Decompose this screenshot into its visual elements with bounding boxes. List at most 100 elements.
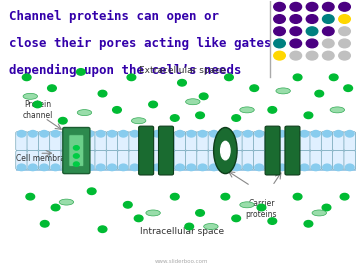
- FancyBboxPatch shape: [129, 132, 141, 150]
- Circle shape: [339, 51, 350, 60]
- FancyBboxPatch shape: [106, 150, 118, 170]
- Circle shape: [323, 39, 334, 48]
- Circle shape: [187, 130, 195, 137]
- Circle shape: [312, 130, 320, 137]
- Circle shape: [221, 193, 230, 200]
- Circle shape: [290, 27, 301, 36]
- Circle shape: [244, 164, 252, 171]
- FancyBboxPatch shape: [84, 150, 95, 170]
- Circle shape: [63, 164, 71, 171]
- Circle shape: [323, 164, 332, 171]
- Circle shape: [323, 27, 334, 36]
- Circle shape: [196, 112, 205, 119]
- Circle shape: [119, 164, 128, 171]
- Circle shape: [340, 193, 349, 200]
- Ellipse shape: [214, 127, 237, 174]
- FancyBboxPatch shape: [16, 150, 355, 170]
- Circle shape: [289, 164, 297, 171]
- Circle shape: [277, 130, 286, 137]
- Ellipse shape: [204, 224, 218, 230]
- Circle shape: [175, 164, 184, 171]
- Text: Intracellular space: Intracellular space: [140, 227, 224, 236]
- Circle shape: [142, 164, 150, 171]
- Circle shape: [290, 51, 301, 60]
- Circle shape: [48, 85, 56, 92]
- Circle shape: [51, 204, 60, 211]
- Circle shape: [134, 215, 143, 222]
- FancyBboxPatch shape: [50, 150, 61, 170]
- Circle shape: [306, 39, 318, 48]
- FancyBboxPatch shape: [140, 150, 152, 170]
- FancyBboxPatch shape: [163, 150, 174, 170]
- FancyBboxPatch shape: [344, 150, 356, 170]
- FancyBboxPatch shape: [299, 132, 310, 150]
- Ellipse shape: [23, 93, 37, 99]
- Circle shape: [130, 164, 139, 171]
- Circle shape: [74, 146, 79, 150]
- FancyBboxPatch shape: [186, 150, 197, 170]
- Circle shape: [198, 164, 207, 171]
- FancyBboxPatch shape: [265, 132, 276, 150]
- Circle shape: [257, 204, 266, 211]
- FancyBboxPatch shape: [174, 132, 186, 150]
- Text: depending upon the cell’s needs: depending upon the cell’s needs: [9, 64, 241, 77]
- Circle shape: [85, 164, 94, 171]
- Circle shape: [293, 74, 302, 81]
- Circle shape: [74, 130, 82, 137]
- Circle shape: [323, 51, 334, 60]
- Circle shape: [225, 74, 233, 81]
- Circle shape: [98, 90, 107, 97]
- Circle shape: [40, 221, 49, 227]
- Circle shape: [232, 115, 241, 121]
- FancyBboxPatch shape: [118, 132, 129, 150]
- FancyBboxPatch shape: [151, 132, 163, 150]
- Circle shape: [306, 15, 318, 23]
- Circle shape: [290, 2, 301, 11]
- Circle shape: [17, 130, 26, 137]
- FancyBboxPatch shape: [299, 150, 310, 170]
- FancyBboxPatch shape: [174, 150, 186, 170]
- FancyBboxPatch shape: [287, 132, 299, 150]
- Circle shape: [274, 39, 285, 48]
- Ellipse shape: [330, 107, 345, 113]
- Ellipse shape: [186, 99, 200, 105]
- FancyBboxPatch shape: [16, 150, 27, 170]
- Circle shape: [178, 79, 186, 86]
- Circle shape: [221, 130, 230, 137]
- Circle shape: [277, 164, 286, 171]
- FancyBboxPatch shape: [95, 150, 107, 170]
- Circle shape: [96, 130, 105, 137]
- Text: Extracellular space: Extracellular space: [139, 65, 225, 75]
- Text: Cell membrane: Cell membrane: [16, 154, 74, 163]
- Circle shape: [323, 2, 334, 11]
- FancyBboxPatch shape: [163, 132, 174, 150]
- Circle shape: [232, 215, 241, 222]
- FancyBboxPatch shape: [242, 132, 254, 150]
- Circle shape: [28, 164, 37, 171]
- Circle shape: [28, 130, 37, 137]
- FancyBboxPatch shape: [333, 132, 344, 150]
- FancyBboxPatch shape: [321, 150, 333, 170]
- Circle shape: [250, 85, 258, 92]
- Circle shape: [127, 74, 136, 81]
- Circle shape: [199, 93, 208, 99]
- Circle shape: [290, 39, 301, 48]
- FancyBboxPatch shape: [106, 132, 118, 150]
- Circle shape: [63, 130, 71, 137]
- FancyBboxPatch shape: [208, 132, 220, 150]
- Circle shape: [274, 27, 285, 36]
- FancyBboxPatch shape: [38, 150, 50, 170]
- Circle shape: [274, 51, 285, 60]
- Circle shape: [170, 115, 179, 121]
- Ellipse shape: [221, 141, 230, 160]
- Circle shape: [274, 15, 285, 23]
- Circle shape: [334, 164, 343, 171]
- Circle shape: [322, 204, 331, 211]
- FancyBboxPatch shape: [27, 150, 39, 170]
- FancyBboxPatch shape: [310, 132, 321, 150]
- Text: Channel proteins can open or: Channel proteins can open or: [9, 10, 219, 22]
- FancyBboxPatch shape: [265, 150, 276, 170]
- FancyBboxPatch shape: [265, 126, 280, 175]
- Circle shape: [17, 164, 26, 171]
- Circle shape: [312, 164, 320, 171]
